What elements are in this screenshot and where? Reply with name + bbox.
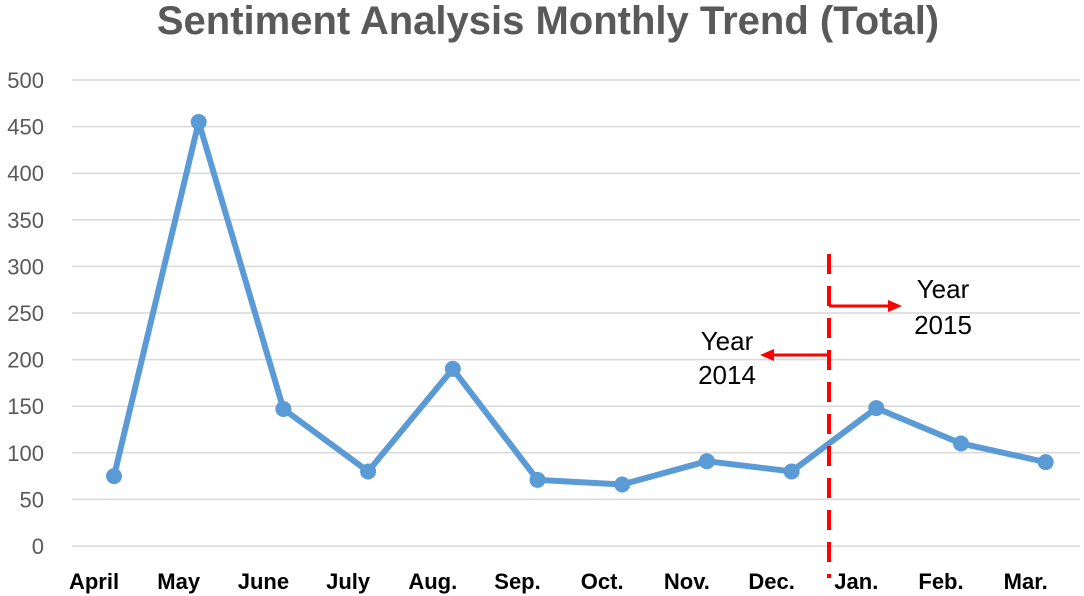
annotation-2014-line1: Year — [701, 326, 754, 356]
y-tick-label-200: 200 — [7, 348, 44, 373]
x-tick-label-3: July — [326, 569, 371, 594]
data-point-5 — [529, 471, 546, 488]
x-axis-ticks: April May June July Aug. Sep. Oct. Nov. Dec. Jan.… — [69, 569, 1048, 594]
x-tick-label-4: Aug. — [408, 569, 457, 594]
chart-title: Sentiment Analysis Monthly Trend (Total) — [157, 0, 939, 43]
y-tick-label-400: 400 — [7, 161, 44, 186]
x-tick-label-11: Mar. — [1004, 569, 1048, 594]
data-point-4 — [444, 360, 461, 377]
y-tick-label-450: 450 — [7, 115, 44, 140]
data-point-3 — [360, 463, 377, 480]
y-tick-label-250: 250 — [7, 301, 44, 326]
annotation-2015-line1: Year — [917, 274, 970, 304]
y-tick-label-350: 350 — [7, 208, 44, 233]
y-tick-label-300: 300 — [7, 254, 44, 279]
series-line-0 — [111, 118, 1047, 488]
x-tick-label-9: Jan. — [834, 569, 878, 594]
x-tick-label-6: Oct. — [581, 569, 624, 594]
x-tick-label-2: June — [238, 569, 289, 594]
y-tick-label-500: 500 — [7, 68, 44, 93]
x-tick-label-10: Feb. — [918, 569, 963, 594]
y-tick-label-100: 100 — [7, 441, 44, 466]
y-axis-ticks: 0 50 100 150 200 250 300 350 400 450 500 — [7, 68, 44, 559]
data-point-2 — [275, 400, 292, 417]
x-tick-label-0: April — [69, 569, 119, 594]
data-point-10 — [953, 435, 969, 452]
x-tick-label-7: Nov. — [664, 569, 710, 594]
data-point-9 — [868, 400, 885, 417]
data-point-1 — [190, 113, 207, 130]
data-point-11 — [1037, 454, 1054, 471]
y-tick-label-0: 0 — [32, 534, 44, 559]
year-annotations: Year 2014 Year 2015 — [698, 254, 972, 578]
data-point-7 — [698, 453, 715, 470]
arrow-right-head — [888, 300, 902, 312]
arrow-left-head — [760, 349, 774, 361]
y-tick-label-150: 150 — [7, 394, 44, 419]
series-layer — [106, 113, 1054, 493]
annotation-2015-line2: 2015 — [914, 310, 972, 340]
x-tick-label-5: Sep. — [494, 569, 540, 594]
annotation-2014-line2: 2014 — [698, 360, 756, 390]
x-tick-label-1: May — [157, 569, 201, 594]
x-tick-label-8: Dec. — [748, 569, 794, 594]
y-tick-label-50: 50 — [20, 487, 44, 512]
data-point-6 — [614, 476, 631, 493]
data-point-0 — [106, 468, 122, 485]
data-point-8 — [783, 463, 800, 480]
